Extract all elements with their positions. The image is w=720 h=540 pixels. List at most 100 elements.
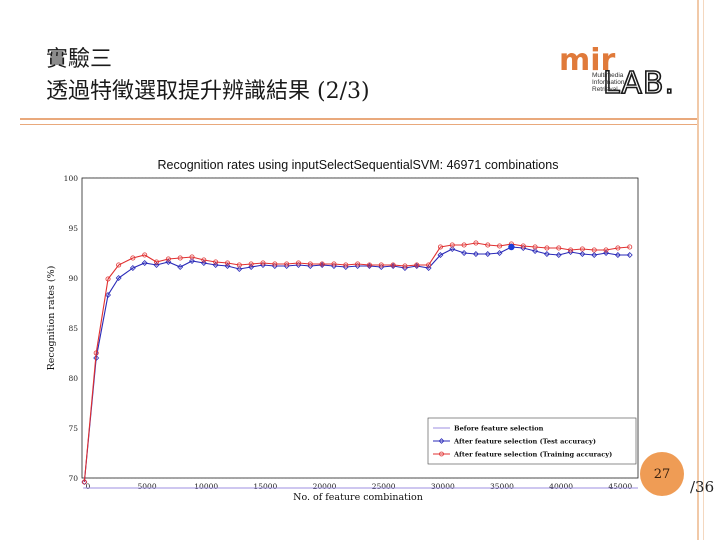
data-point xyxy=(591,247,597,253)
data-point xyxy=(437,244,443,250)
data-point xyxy=(236,266,243,272)
logo-line-3: Retrieval xyxy=(592,86,618,93)
data-point xyxy=(105,292,111,298)
data-point xyxy=(555,252,562,258)
data-point xyxy=(165,259,172,265)
data-point xyxy=(402,263,408,269)
data-point xyxy=(390,262,396,268)
mirlab-logo-graphic: mir LAB. xyxy=(559,43,675,102)
slide-title-line2: 透過特徵選取提升辨識結果 (2/3) xyxy=(46,79,370,104)
series-line xyxy=(83,242,630,483)
title-divider-bottom xyxy=(20,124,697,125)
data-point xyxy=(615,245,621,251)
x-tick-label: 15000 xyxy=(253,482,277,491)
y-tick-label: 90 xyxy=(68,274,78,283)
data-point xyxy=(485,242,491,248)
slide-title-line1: 實驗三 xyxy=(46,47,113,72)
data-point xyxy=(603,250,610,256)
data-point xyxy=(449,242,455,248)
x-tick-label: 20000 xyxy=(313,482,337,491)
data-point xyxy=(201,257,207,263)
data-point xyxy=(414,262,420,268)
x-tick-label: 5000 xyxy=(138,482,157,491)
title-divider-top xyxy=(20,118,697,120)
right-border-line xyxy=(697,0,699,540)
data-point xyxy=(129,265,136,271)
chart-title: Recognition rates using inputSelectSeque… xyxy=(158,158,559,172)
data-point xyxy=(343,262,349,268)
data-point xyxy=(437,252,444,258)
data-point xyxy=(591,252,598,258)
logo-line-1: Multimedia xyxy=(592,72,624,79)
data-point xyxy=(213,259,219,265)
chart-legend: Before feature selection After feature se… xyxy=(427,417,637,465)
data-point xyxy=(177,264,184,270)
y-tick-label: 80 xyxy=(68,374,78,383)
y-tick-label: 95 xyxy=(68,224,78,233)
data-point xyxy=(626,252,633,258)
data-point xyxy=(116,262,122,268)
data-point xyxy=(568,247,574,253)
x-tick-label: 35000 xyxy=(490,482,514,491)
data-point xyxy=(130,255,136,261)
x-tick-label: 45000 xyxy=(608,482,632,491)
data-point xyxy=(272,261,278,267)
data-point xyxy=(543,251,550,257)
data-point xyxy=(425,265,432,271)
data-point xyxy=(627,244,633,250)
data-point xyxy=(484,251,491,257)
legend-box xyxy=(427,417,637,465)
data-point xyxy=(154,259,160,265)
page-number-badge: 27 xyxy=(640,452,684,496)
chart-ylabel: Recognition rates (%) xyxy=(46,266,57,371)
data-point xyxy=(556,245,562,251)
data-point xyxy=(295,260,301,266)
data-point xyxy=(200,260,207,266)
data-point xyxy=(165,256,171,262)
x-tick-label: 40000 xyxy=(549,482,573,491)
data-point xyxy=(603,247,609,253)
data-point xyxy=(248,261,254,267)
data-point xyxy=(426,262,432,268)
right-border-line-inner xyxy=(703,0,704,540)
y-tick-label: 75 xyxy=(68,424,78,433)
data-point xyxy=(544,245,550,251)
data-point xyxy=(248,264,255,270)
logo-mir-text: mir xyxy=(559,43,616,78)
data-point xyxy=(93,355,100,361)
series-2 xyxy=(81,240,633,485)
recognition-rate-chart: Recognition rates using inputSelectSeque… xyxy=(46,158,639,503)
data-point xyxy=(378,262,384,268)
data-point xyxy=(355,261,361,267)
legend-label: After feature selection (Training accura… xyxy=(453,451,612,459)
data-point xyxy=(141,260,148,266)
data-point xyxy=(461,250,468,256)
legend-marker xyxy=(438,438,445,444)
x-tick-label: 0 xyxy=(86,482,91,491)
data-point xyxy=(224,263,231,269)
x-tick-label: 30000 xyxy=(431,482,455,491)
data-point xyxy=(142,252,148,258)
data-point xyxy=(236,262,242,268)
y-tick-label: 85 xyxy=(68,324,78,333)
data-point xyxy=(461,242,467,248)
data-point xyxy=(177,255,183,261)
y-tick-label: 70 xyxy=(68,474,78,483)
y-tick-label: 100 xyxy=(64,174,79,183)
data-point xyxy=(307,261,313,267)
data-point xyxy=(520,243,526,249)
data-point xyxy=(497,243,503,249)
data-point xyxy=(93,350,99,356)
data-point xyxy=(579,246,585,252)
page-number: 27 xyxy=(653,466,671,482)
data-point xyxy=(284,261,290,267)
data-point xyxy=(473,240,479,246)
highlight-point xyxy=(508,243,515,251)
data-point xyxy=(449,246,456,252)
data-point xyxy=(579,251,586,257)
data-point xyxy=(212,262,219,268)
page-total: /36 xyxy=(690,478,715,496)
data-point xyxy=(105,276,111,282)
data-point xyxy=(81,479,87,485)
data-point xyxy=(614,252,621,258)
